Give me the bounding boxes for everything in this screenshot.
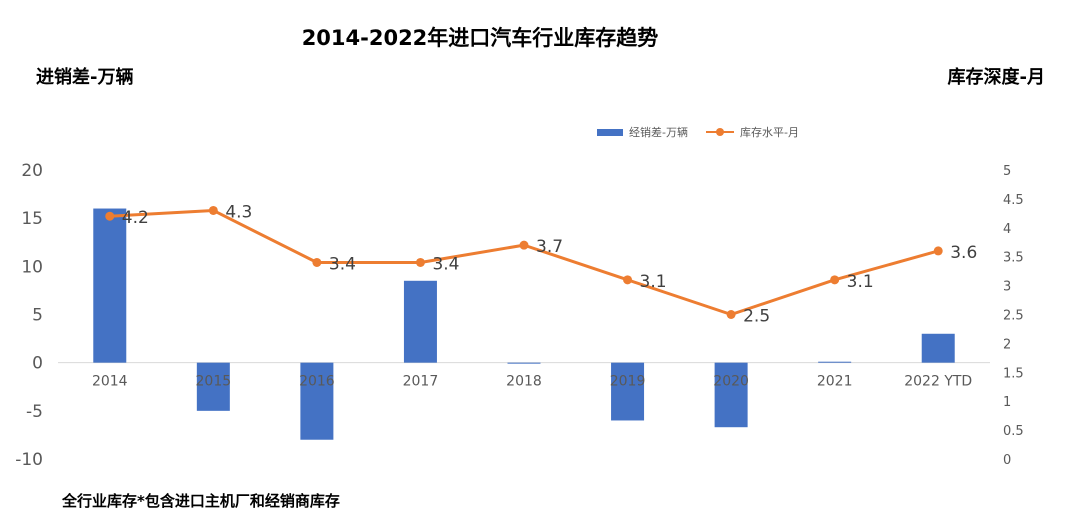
line-data-label: 4.2 [122,208,149,228]
line-data-label: 3.4 [329,254,356,274]
right-tick-label: 5 [1003,164,1011,179]
line-point [312,257,322,267]
bar [507,362,541,364]
left-tick-label: 10 [21,257,43,277]
bar [818,361,852,363]
legend-bar-label: 经销差-万辆 [629,126,688,139]
legend-line-swatch [705,127,734,137]
line-point [415,257,425,267]
line-point [726,310,736,319]
category-label: 2019 [610,374,646,390]
legend: 经销差-万辆 库存水平-月 [597,124,799,140]
line-point [933,246,943,256]
line-data-label: 2.5 [743,307,770,327]
left-tick-label: 15 [21,209,43,229]
right-tick-label: 3.5 [1003,251,1024,266]
right-tick-label: 2 [1003,337,1011,352]
line-data-label: 3.1 [847,272,874,292]
legend-bar-swatch [597,128,623,136]
line-data-label: 3.4 [432,254,459,274]
right-tick-label: 1.5 [1003,366,1024,381]
inventory-line [109,208,939,316]
right-tick-label: 4.5 [1003,193,1024,208]
line-data-label: 3.6 [950,243,977,263]
line-point [519,240,529,250]
footnote: 全行业库存*包含进口主机厂和经销商库存 [62,492,340,510]
line-point [208,205,218,215]
left-tick-label: 20 [21,161,43,181]
left-tick-label: 0 [32,354,43,374]
legend-item-line: 库存水平-月 [705,124,799,140]
line-data-label: 3.1 [640,272,667,292]
category-label: 2015 [196,374,232,390]
bar [611,362,645,421]
category-label: 2014 [92,374,128,390]
right-tick-label: 4 [1003,222,1011,237]
line-point [623,275,633,285]
category-label: 2017 [403,374,439,390]
right-tick-label: 3 [1003,280,1011,295]
line-point [830,275,840,285]
right-tick-label: 2.5 [1003,309,1024,324]
line-data-label: 3.7 [536,237,563,257]
bar [300,362,334,440]
left-axis-title: 进销差-万辆 [36,67,134,88]
category-label: 2021 [817,374,853,390]
chart-title: 2014-2022年进口汽车行业库存趋势 [301,26,659,50]
bar [403,280,437,363]
right-tick-label: 1 [1003,395,1011,410]
line-point [105,211,115,221]
line-data-label: 4.3 [225,202,252,222]
left-tick-label: -10 [15,450,43,470]
left-tick-label: 5 [32,306,43,326]
legend-item-bar: 经销差-万辆 [597,124,688,140]
left-tick-label: -5 [26,402,43,422]
category-label: 2022 YTD [904,374,972,390]
category-label: 2018 [506,374,542,390]
bar [196,362,230,411]
category-label: 2016 [299,374,335,390]
bar [93,208,127,363]
right-tick-label: 0.5 [1003,424,1024,439]
bar [714,362,748,428]
right-axis-title: 库存深度-月 [947,67,1045,88]
legend-line-label: 库存水平-月 [739,126,799,139]
right-tick-label: 0 [1003,453,1011,468]
bar [921,333,955,363]
category-label: 2020 [713,374,749,390]
